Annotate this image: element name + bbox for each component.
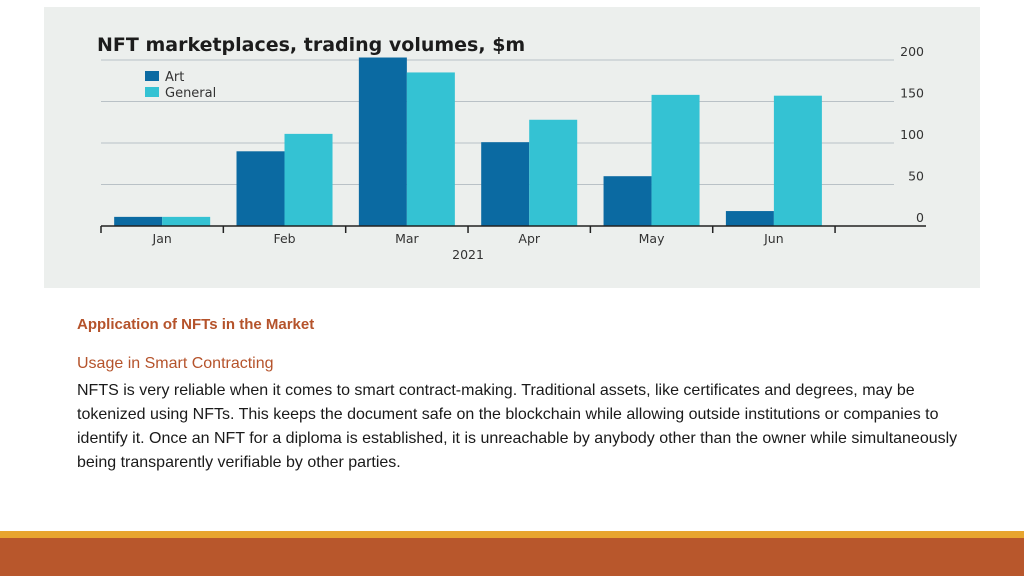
- x-tick-label: Apr: [518, 231, 540, 246]
- bar-general-apr: [529, 119, 578, 226]
- bar-art-feb: [236, 151, 285, 226]
- bar-art-jun: [725, 211, 774, 226]
- y-tick-label: 50: [908, 169, 924, 184]
- bar-general-feb: [284, 133, 333, 226]
- bar-art-apr: [481, 142, 530, 226]
- x-tick-label: Mar: [395, 231, 419, 246]
- legend-swatch-general: [145, 87, 159, 97]
- legend-label-art: Art: [165, 70, 184, 85]
- x-tick-label: Feb: [273, 231, 295, 246]
- bar-general-mar: [406, 72, 455, 226]
- y-tick-label: 100: [900, 127, 924, 142]
- y-tick-label: 150: [900, 86, 924, 101]
- bar-chart: NFT marketplaces, trading volumes, $m 0 5…: [97, 34, 926, 262]
- footer-bar: [0, 538, 1024, 576]
- chart-panel: NFT marketplaces, trading volumes, $m 0 5…: [44, 7, 980, 288]
- grid-lines: 0 50 100 150 200: [101, 44, 924, 225]
- bar-general-jun: [773, 95, 822, 226]
- bar-art-may: [603, 176, 652, 226]
- y-tick-label: 200: [900, 44, 924, 59]
- bar-art-jan: [114, 216, 163, 226]
- section-heading: Application of NFTs in the Market: [77, 316, 315, 333]
- bar-art-mar: [358, 57, 407, 227]
- sub-heading: Usage in Smart Contracting: [77, 355, 274, 372]
- bar-general-may: [651, 94, 700, 226]
- chart-title: NFT marketplaces, trading volumes, $m: [97, 34, 525, 56]
- x-axis: Jan Feb Mar Apr May Jun 2021: [100, 225, 926, 262]
- bars: [114, 57, 822, 227]
- text-section: Application of NFTs in the Market Usage …: [77, 316, 977, 475]
- y-tick-label: 0: [916, 210, 924, 225]
- x-tick-label: May: [639, 231, 665, 246]
- bar-general-jan: [162, 216, 211, 226]
- body-paragraph: NFTS is very reliable when it comes to s…: [77, 382, 958, 471]
- x-tick-label: Jan: [152, 231, 172, 246]
- legend-swatch-art: [145, 71, 159, 81]
- legend-label-general: General: [165, 86, 216, 101]
- footer-stripe: [0, 531, 1024, 538]
- x-axis-label: 2021: [452, 247, 484, 262]
- x-tick-label: Jun: [763, 231, 784, 246]
